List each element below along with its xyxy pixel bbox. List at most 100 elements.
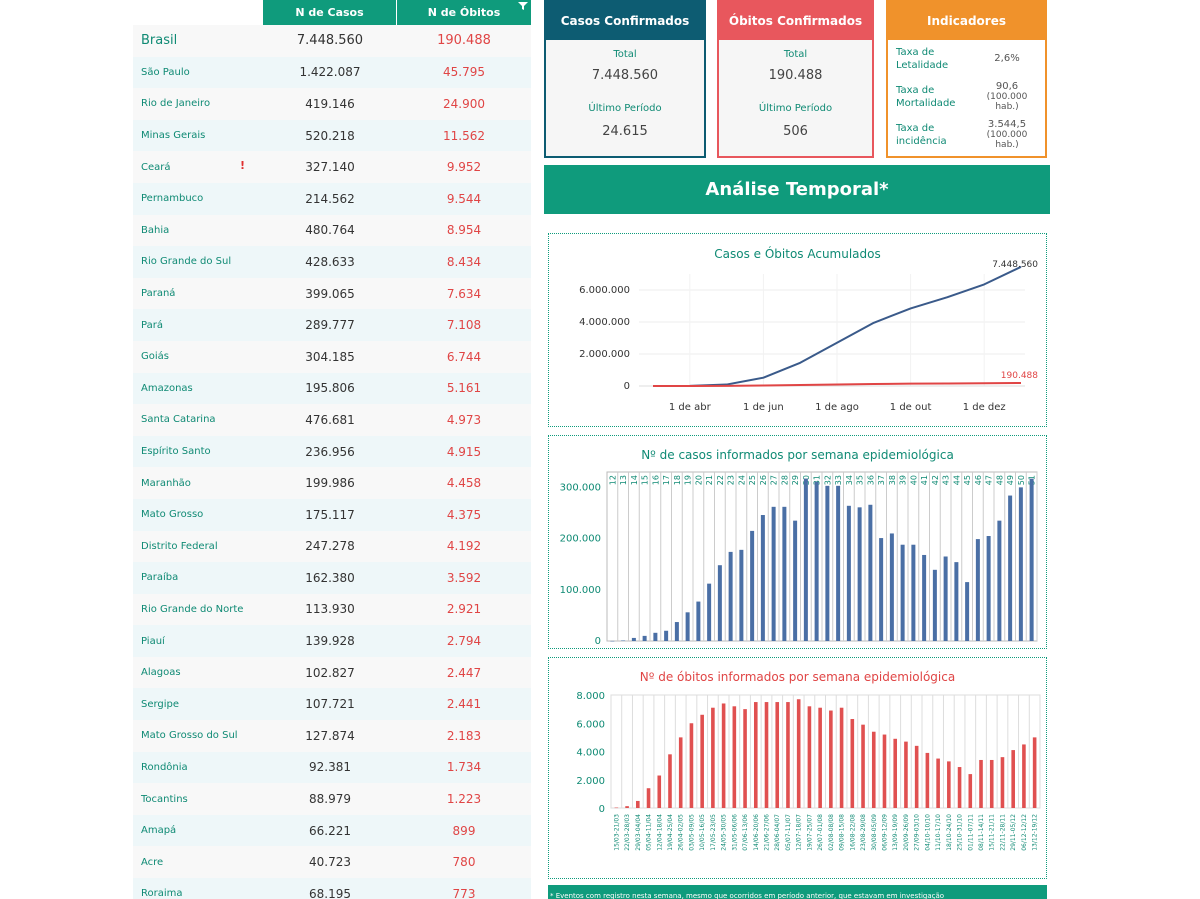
state-deaths: 9.952 [446, 160, 482, 175]
week-label: 46 [974, 475, 983, 485]
state-name: Paraíba [141, 572, 179, 584]
deaths-period-value: 506 [783, 124, 808, 139]
case-bar [1008, 495, 1013, 641]
state-deaths: 4.192 [446, 539, 482, 554]
table-row[interactable]: Amazonas 195.806 5.161 [133, 372, 531, 405]
week-label: 50 [1017, 475, 1026, 485]
weekly-deaths-chart[interactable]: 0 2.000 4.000 6.000 8.000 15/03-21/03 22/03-28… [549, 658, 1048, 880]
table-row[interactable]: Tocantins 88.979 1.223 [133, 783, 531, 815]
x-tick-label: 1 de ago [815, 402, 859, 413]
table-row[interactable]: Goiás 304.185 6.744 [133, 340, 531, 373]
state-cases: 127.874 [305, 728, 355, 743]
state-cases: 327.140 [305, 160, 355, 175]
states-table[interactable]: N de Casos N de Óbitos Brasil 7.448.560 19… [133, 0, 531, 899]
table-row[interactable]: Acre 40.723 780 [133, 846, 531, 879]
header-cases[interactable]: N de Casos [263, 0, 397, 25]
table-row[interactable]: Ceará 327.140 9.952! [133, 151, 531, 183]
table-row[interactable]: Espírito Santo 236.956 4.915 [133, 435, 531, 468]
table-row[interactable]: Rio Grande do Norte 113.930 2.921 [133, 593, 531, 626]
table-row[interactable]: Roraima 68.195 773 [133, 878, 531, 899]
week-label: 36 [866, 475, 875, 485]
alert-icon[interactable]: ! [240, 159, 246, 173]
state-name: Mato Grosso do Sul [141, 730, 238, 742]
table-row[interactable]: Pernambuco 214.562 9.544 [133, 182, 531, 215]
table-row[interactable]: Rio de Janeiro 419.146 24.900 [133, 88, 531, 120]
week-date-label: 12/07-18/07 [796, 814, 803, 851]
death-bar [936, 758, 940, 808]
table-row[interactable]: Alagoas 102.827 2.447 [133, 656, 531, 689]
weekly-cases-chart[interactable]: 0 100.000 200.000 300.000 12 13 14 15 16 17 18 19 20… [549, 436, 1048, 650]
table-row[interactable]: Amapá 66.221 899 [133, 814, 531, 847]
state-name: Roraima [141, 888, 183, 899]
death-bar [625, 806, 629, 808]
table-row[interactable]: Paraíba 162.380 3.592 [133, 562, 531, 594]
death-bar [882, 734, 887, 808]
cumulative-chart[interactable]: 0 2.000.000 4.000.000 6.000.000 1 de abr 1 de… [549, 234, 1048, 428]
state-cases: 1.422.087 [299, 65, 361, 80]
death-bar [850, 719, 855, 808]
death-bar [775, 702, 780, 808]
table-row[interactable]: Bahia 480.764 8.954 [133, 214, 531, 247]
week-label: 32 [823, 475, 832, 485]
table-row[interactable]: Paraná 399.065 7.634 [133, 277, 531, 310]
death-bar [1011, 750, 1015, 808]
state-name: Acre [141, 856, 164, 868]
week-date-label: 03/05-09/05 [688, 814, 695, 851]
table-row[interactable]: Pará 289.777 7.108 [133, 309, 531, 341]
state-name: Maranhão [141, 477, 191, 489]
deaths-line [652, 381, 1022, 387]
cases-card-title: Casos Confirmados [546, 2, 704, 40]
table-row[interactable]: Santa Catarina 476.681 4.973 [133, 404, 531, 436]
table-row-brasil[interactable]: Brasil 7.448.560 190.488 [133, 25, 531, 57]
state-deaths: 11.562 [443, 128, 485, 143]
incidence-unit: (100.000 hab.) [986, 130, 1028, 150]
death-bar [743, 709, 747, 808]
table-row[interactable]: Distrito Federal 247.278 4.192 [133, 530, 531, 563]
table-row[interactable]: Rio Grande do Sul 428.633 8.434 [133, 246, 531, 278]
state-name: Amazonas [141, 382, 193, 394]
state-cases: 195.806 [305, 381, 355, 396]
table-row[interactable]: Mato Grosso do Sul 127.874 2.183 [133, 720, 531, 752]
state-cases: 480.764 [305, 223, 355, 238]
table-row[interactable]: Mato Grosso 175.117 4.375 [133, 498, 531, 531]
cumulative-chart-panel[interactable]: Casos e Óbitos Acumulados 0 2.000.000 4.00… [548, 233, 1047, 427]
state-deaths: 8.434 [446, 254, 482, 269]
death-bar [678, 737, 683, 808]
weekly-deaths-panel[interactable]: Nº de óbitos informados por semana epide… [548, 657, 1047, 879]
deaths-card: Óbitos Confirmados Total 190.488 Último … [717, 0, 874, 158]
temporal-analysis-banner: Análise Temporal* [544, 165, 1050, 214]
table-body: Brasil 7.448.560 190.488 São Paulo 1.422.087… [133, 25, 531, 899]
state-name: São Paulo [141, 66, 190, 78]
week-label: 22 [716, 475, 725, 485]
state-deaths: 4.458 [446, 476, 482, 491]
y-tick-label: 100.000 [560, 585, 601, 596]
y-tick-label: 4.000.000 [579, 317, 630, 328]
table-row[interactable]: Sergipe 107.721 2.441 [133, 688, 531, 721]
filter-icon[interactable] [517, 0, 529, 12]
week-label: 19 [684, 475, 693, 485]
table-row[interactable]: Rondônia 92.381 1.734 [133, 751, 531, 784]
case-bar [1029, 478, 1034, 641]
state-deaths: 4.973 [446, 412, 482, 427]
week-label: 26 [759, 475, 768, 485]
week-date-label: 11/10-17/10 [935, 814, 942, 851]
case-bar [610, 640, 615, 642]
incidence-value-box: 3.544,5 (100.000 hab.) [977, 120, 1037, 151]
state-deaths: 45.795 [443, 65, 485, 80]
deaths-period-label: Último Período [758, 103, 833, 114]
case-bar [954, 562, 959, 641]
state-name: Espírito Santo [141, 446, 211, 458]
table-row[interactable]: Piauí 139.928 2.794 [133, 625, 531, 657]
case-bar [986, 536, 991, 641]
state-deaths: 190.488 [437, 33, 491, 49]
weekly-cases-panel[interactable]: Nº de casos informados por semana epidem… [548, 435, 1047, 649]
death-bar [893, 738, 898, 808]
table-row[interactable]: Minas Gerais 520.218 11.562 [133, 119, 531, 152]
case-bar [653, 632, 658, 641]
state-cases: 399.065 [305, 286, 355, 301]
table-row[interactable]: Maranhão 199.986 4.458 [133, 467, 531, 499]
death-bar [1022, 744, 1026, 808]
table-row[interactable]: São Paulo 1.422.087 45.795 [133, 56, 531, 89]
case-bar [889, 533, 894, 641]
header-deaths[interactable]: N de Óbitos [427, 6, 501, 19]
